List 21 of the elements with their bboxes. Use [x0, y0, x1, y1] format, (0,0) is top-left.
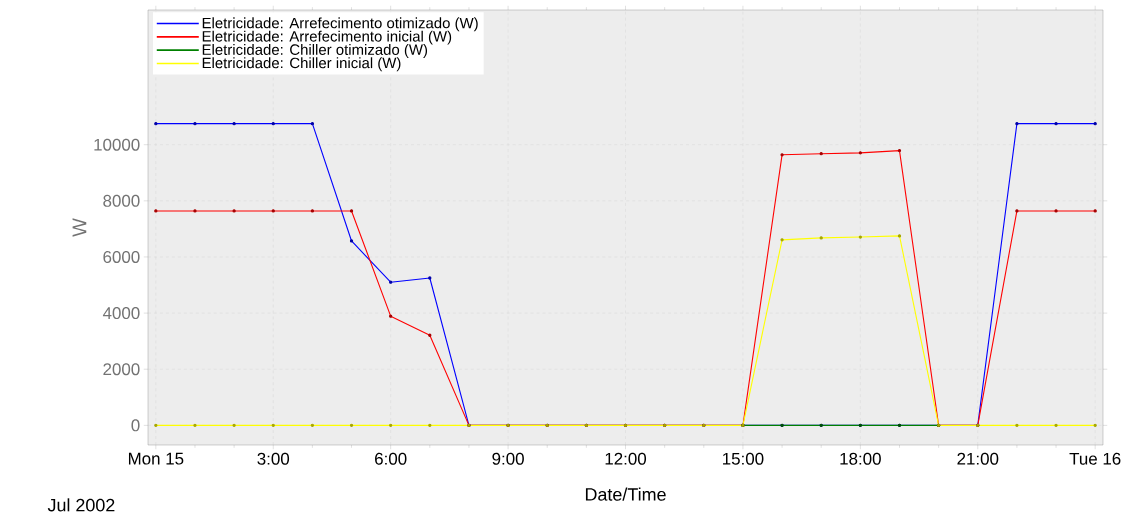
x-tick-label: 6:00: [375, 452, 407, 465]
y-tick-label: 8000: [103, 194, 140, 207]
x-axis-title: Date/Time: [585, 487, 666, 501]
text: Jul 2002: [47, 498, 115, 512]
legend-label: Eletricidade: Chiller inicial (W): [202, 57, 401, 72]
x-tick-label: 3:00: [257, 452, 290, 465]
y-tick-label: 6000: [103, 250, 140, 263]
x-tick-label: 21:00: [957, 452, 999, 465]
y-axis-title: W: [72, 218, 87, 237]
legend-label: Eletricidade: Arrefecimento inicial (W): [202, 30, 452, 45]
y-tick-label: 2000: [103, 363, 140, 376]
x-tick-label: 9:00: [492, 452, 524, 465]
legend-label: Eletricidade: Chiller otimizado (W): [202, 43, 428, 58]
y-tick-label: 10000: [94, 138, 140, 151]
x-tick-label: 18:00: [840, 452, 881, 465]
y-tick-label: 4000: [102, 307, 140, 320]
y-tick-label: 0: [131, 419, 140, 432]
x-tick-label: 12:00: [605, 452, 647, 465]
x-tick-label: Tue 16: [1069, 452, 1121, 465]
x-tick-label: 15:00: [723, 452, 764, 465]
x-tick-label: Mon 15: [128, 452, 184, 465]
